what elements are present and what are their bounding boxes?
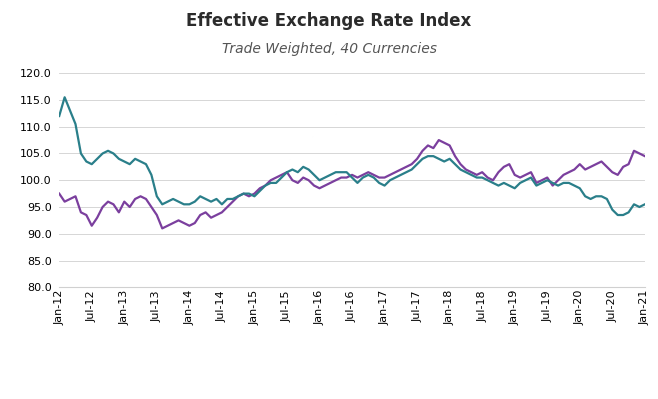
- Text: Trade Weighted, 40 Currencies: Trade Weighted, 40 Currencies: [222, 42, 436, 56]
- Legend: Real, Nominal: Real, Nominal: [259, 394, 445, 399]
- Text: Effective Exchange Rate Index: Effective Exchange Rate Index: [186, 12, 472, 30]
